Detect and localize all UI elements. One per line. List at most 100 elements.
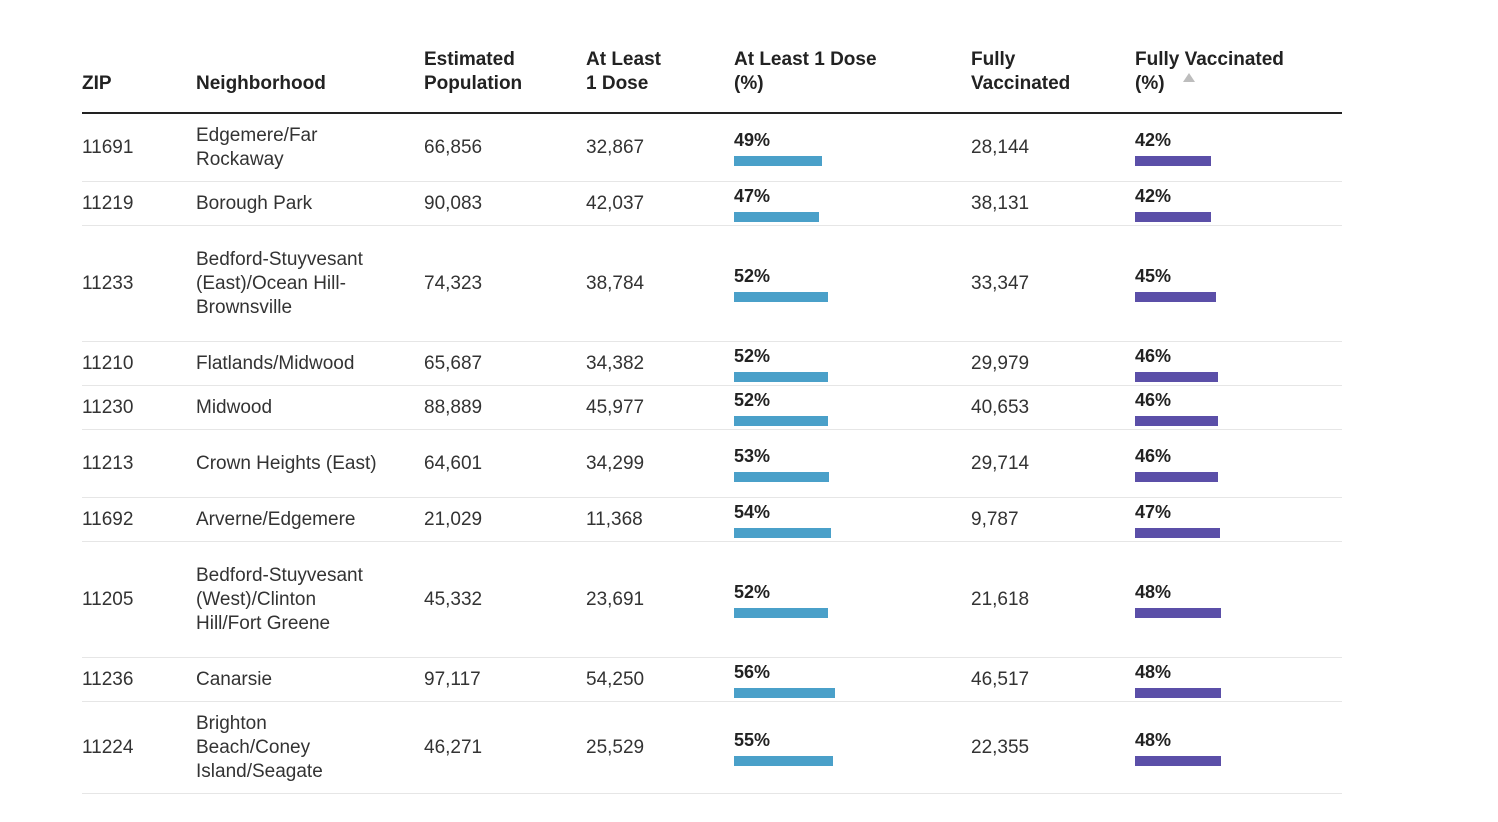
vaccination-table: ZIP Neighborhood Estimated Population At… — [82, 48, 1342, 794]
fully-pct-cell-bar — [1135, 755, 1222, 766]
fully-cell: 33,347 — [971, 272, 1030, 294]
population-cell: 64,601 — [424, 452, 483, 474]
dose1-pct-cell-bar — [734, 607, 828, 618]
column-header-population[interactable]: Estimated Population — [424, 49, 523, 94]
dose1-pct-cell: 52% — [734, 390, 971, 426]
population-cell: 45,332 — [424, 588, 483, 610]
neighborhood-cell: Bedford-Stuyvesant (West)/Clinton Hill/F… — [196, 564, 363, 634]
dose1-pct-cell: 53% — [734, 446, 971, 482]
population-cell: 65,687 — [424, 352, 483, 374]
dose1-pct-cell-bar — [734, 211, 819, 222]
dose1-pct-cell: 49% — [734, 130, 971, 166]
dose1-pct-cell-label: 53% — [734, 445, 771, 466]
dose1-pct-cell-bar — [734, 291, 828, 302]
fully-pct-cell-bar — [1135, 291, 1216, 302]
dose1-cell: 11,368 — [586, 508, 643, 530]
dose1-pct-cell: 52% — [734, 582, 971, 618]
fully-cell: 22,355 — [971, 736, 1030, 758]
fully-cell: 38,131 — [971, 192, 1030, 214]
fully-pct-cell-bar — [1135, 155, 1211, 166]
zip-cell: 11691 — [82, 136, 134, 158]
fully-pct-cell: 48% — [1135, 582, 1342, 618]
table-row: 11205 Bedford-Stuyvesant (West)/Clinton H… — [82, 542, 1342, 658]
population-cell: 88,889 — [424, 396, 483, 418]
neighborhood-cell: Borough Park — [196, 192, 313, 214]
zip-cell: 11233 — [82, 272, 134, 294]
zip-cell: 11213 — [82, 452, 134, 474]
fully-pct-cell-bar — [1135, 211, 1211, 222]
fully-pct-cell-bar — [1135, 527, 1220, 538]
neighborhood-cell: Canarsie — [196, 668, 273, 690]
dose1-pct-cell-label: 47% — [734, 185, 771, 206]
dose1-cell: 34,299 — [586, 452, 645, 474]
zip-cell: 11210 — [82, 352, 134, 374]
dose1-cell: 45,977 — [586, 396, 645, 418]
column-header-fully-pct[interactable]: Fully Vaccinated (%) — [1135, 48, 1342, 96]
zip-cell: 11230 — [82, 396, 134, 418]
fully-pct-cell-label: 42% — [1135, 185, 1172, 206]
fully-pct-cell: 42% — [1135, 130, 1342, 166]
fully-pct-cell-label: 46% — [1135, 389, 1172, 410]
fully-pct-cell-label: 48% — [1135, 729, 1172, 750]
column-header-zip[interactable]: ZIP — [82, 73, 112, 94]
fully-pct-cell: 42% — [1135, 186, 1342, 222]
dose1-pct-cell-label: 52% — [734, 345, 771, 366]
fully-pct-cell-label: 48% — [1135, 661, 1172, 682]
fully-pct-cell-bar — [1135, 687, 1222, 698]
dose1-pct-cell: 52% — [734, 266, 971, 302]
fully-cell: 29,714 — [971, 452, 1030, 474]
zip-cell: 11205 — [82, 588, 134, 610]
population-cell: 21,029 — [424, 508, 483, 530]
dose1-pct-cell-label: 54% — [734, 501, 771, 522]
population-cell: 66,856 — [424, 136, 483, 158]
fully-cell: 40,653 — [971, 396, 1030, 418]
zip-cell: 11219 — [82, 192, 134, 214]
fully-cell: 46,517 — [971, 668, 1030, 690]
neighborhood-cell: Flatlands/Midwood — [196, 352, 355, 374]
dose1-pct-cell-label: 55% — [734, 729, 771, 750]
population-cell: 97,117 — [424, 668, 481, 690]
table-row: 11692 Arverne/Edgemere 21,029 11,368 54% 9,78… — [82, 498, 1342, 542]
table-row: 11210 Flatlands/Midwood 65,687 34,382 52% 29,… — [82, 342, 1342, 386]
dose1-pct-cell-label: 56% — [734, 661, 771, 682]
fully-pct-cell: 46% — [1135, 446, 1342, 482]
fully-cell: 21,618 — [971, 588, 1030, 610]
fully-pct-cell: 46% — [1135, 346, 1342, 382]
sort-ascending-icon[interactable] — [1182, 73, 1195, 82]
column-header-dose1[interactable]: At Least 1 Dose — [586, 49, 661, 94]
dose1-pct-cell: 52% — [734, 346, 971, 382]
dose1-pct-cell-bar — [734, 527, 832, 538]
dose1-pct-cell: 55% — [734, 730, 971, 766]
fully-pct-cell: 47% — [1135, 502, 1342, 538]
table-row: 11224 Brighton Beach/Coney Island/Seagate… — [82, 702, 1342, 794]
table-row: 11236 Canarsie 97,117 54,250 56% 46,517 48% — [82, 658, 1342, 702]
dose1-cell: 25,529 — [586, 736, 645, 758]
dose1-cell: 23,691 — [586, 588, 645, 610]
table-header: ZIP Neighborhood Estimated Population At… — [82, 48, 1342, 114]
neighborhood-cell: Crown Heights (East) — [196, 452, 377, 474]
dose1-cell: 54,250 — [586, 668, 645, 690]
dose1-cell: 42,037 — [586, 192, 645, 214]
dose1-pct-cell-bar — [734, 471, 830, 482]
dose1-pct-cell-label: 52% — [734, 581, 771, 602]
column-header-fully[interactable]: Fully Vaccinated — [971, 49, 1071, 94]
dose1-cell: 32,867 — [586, 136, 645, 158]
column-header-fully-pct-line1: Fully Vaccinated — [1135, 49, 1284, 70]
table-row: 11230 Midwood 88,889 45,977 52% 40,653 46% — [82, 386, 1342, 430]
dose1-pct-cell-bar — [734, 755, 833, 766]
zip-cell: 11692 — [82, 508, 134, 530]
column-header-neighborhood[interactable]: Neighborhood — [196, 73, 326, 94]
dose1-pct-cell: 47% — [734, 186, 971, 222]
dose1-cell: 38,784 — [586, 272, 645, 294]
fully-pct-cell-bar — [1135, 415, 1218, 426]
dose1-pct-cell-bar — [734, 371, 828, 382]
neighborhood-cell: Edgemere/Far Rockaway — [196, 124, 318, 170]
zip-cell: 11236 — [82, 668, 134, 690]
dose1-pct-cell-bar — [734, 155, 823, 166]
fully-pct-cell: 48% — [1135, 662, 1342, 698]
dose1-pct-cell: 56% — [734, 662, 971, 698]
column-header-dose1-pct[interactable]: At Least 1 Dose (%) — [734, 49, 877, 94]
neighborhood-cell: Arverne/Edgemere — [196, 508, 356, 530]
neighborhood-cell: Midwood — [196, 396, 273, 418]
fully-pct-cell-label: 42% — [1135, 129, 1172, 150]
